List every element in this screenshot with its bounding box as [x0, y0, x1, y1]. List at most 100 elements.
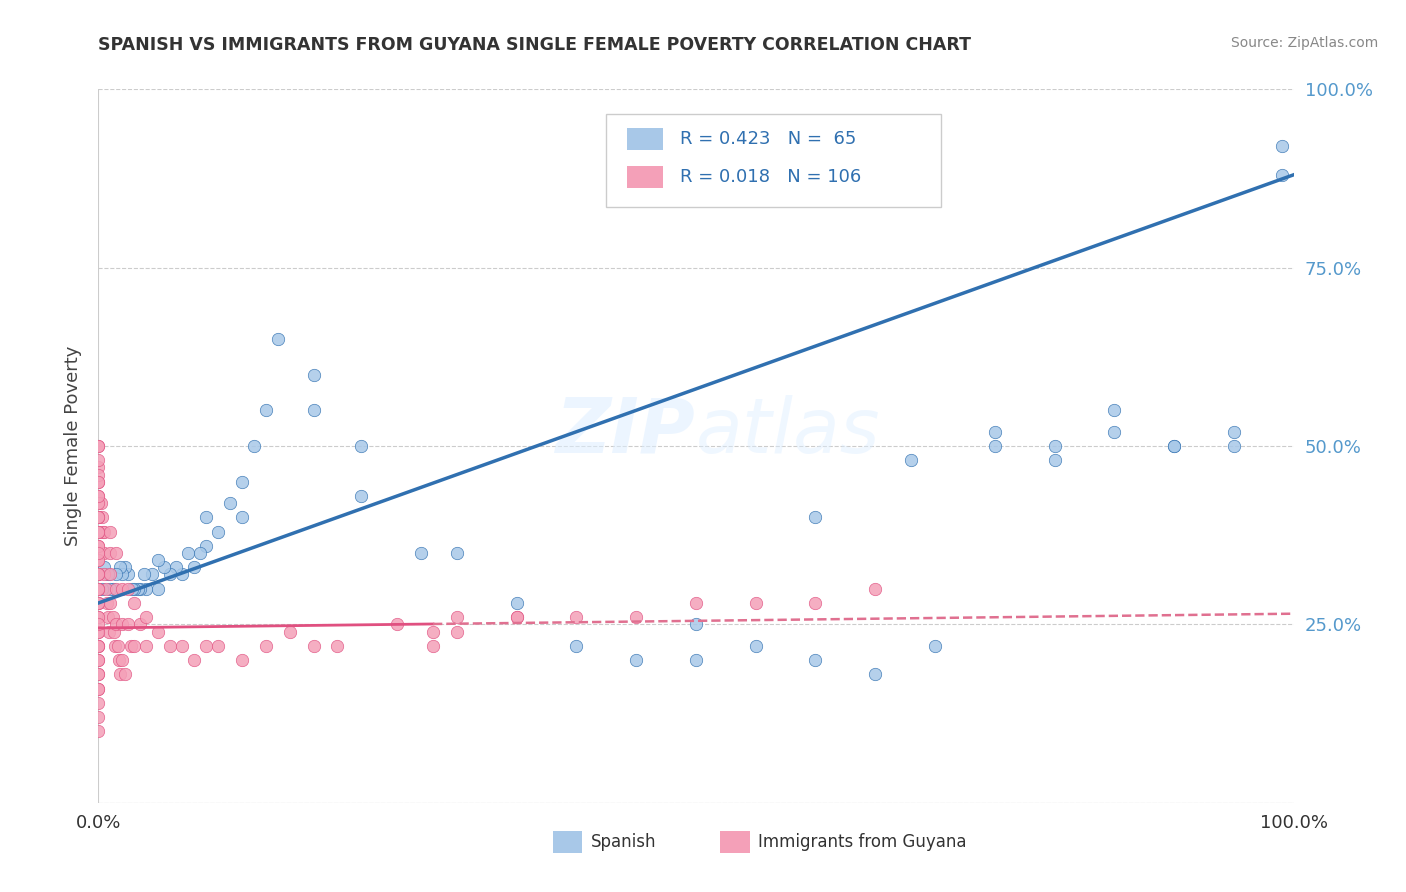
- Point: [900, 453, 922, 467]
- Point: [685, 653, 707, 667]
- Point: [984, 439, 1007, 453]
- Point: [127, 582, 149, 596]
- Point: [87, 539, 110, 553]
- Point: [141, 567, 163, 582]
- Point: [254, 639, 277, 653]
- Point: [87, 582, 110, 596]
- Point: [87, 582, 110, 596]
- Point: [87, 439, 110, 453]
- Point: [91, 510, 114, 524]
- Point: [105, 567, 128, 582]
- Point: [302, 639, 325, 653]
- Point: [135, 610, 157, 624]
- Point: [87, 596, 110, 610]
- Point: [97, 567, 120, 582]
- Point: [804, 510, 827, 524]
- Point: [87, 510, 110, 524]
- Point: [87, 624, 110, 639]
- Point: [506, 610, 529, 624]
- FancyBboxPatch shape: [720, 831, 749, 853]
- Point: [94, 582, 117, 596]
- Point: [87, 567, 110, 582]
- Point: [87, 539, 110, 553]
- Point: [111, 653, 134, 667]
- Point: [87, 610, 110, 624]
- Point: [278, 624, 301, 639]
- Point: [506, 610, 529, 624]
- Point: [565, 610, 588, 624]
- Point: [87, 639, 110, 653]
- Point: [87, 710, 110, 724]
- Point: [685, 596, 707, 610]
- Point: [984, 425, 1007, 439]
- Text: R = 0.423   N =  65: R = 0.423 N = 65: [681, 130, 856, 148]
- FancyBboxPatch shape: [606, 114, 941, 207]
- Point: [107, 639, 129, 653]
- Point: [87, 510, 110, 524]
- Point: [103, 624, 125, 639]
- Point: [924, 639, 946, 653]
- Point: [87, 624, 110, 639]
- Text: Source: ZipAtlas.com: Source: ZipAtlas.com: [1230, 36, 1378, 50]
- Point: [111, 617, 134, 632]
- Point: [91, 582, 114, 596]
- Point: [104, 639, 127, 653]
- Point: [87, 653, 110, 667]
- Point: [111, 582, 134, 596]
- Point: [87, 524, 110, 539]
- Point: [90, 496, 112, 510]
- Point: [87, 489, 110, 503]
- Point: [105, 617, 128, 632]
- Point: [1043, 439, 1066, 453]
- Point: [231, 653, 253, 667]
- Point: [1222, 425, 1246, 439]
- Point: [153, 560, 176, 574]
- Point: [565, 639, 588, 653]
- Point: [745, 596, 768, 610]
- Point: [446, 624, 468, 639]
- Point: [87, 639, 110, 653]
- Point: [87, 610, 110, 624]
- Point: [87, 510, 110, 524]
- Point: [350, 439, 373, 453]
- Point: [87, 439, 110, 453]
- Point: [804, 596, 827, 610]
- Point: [87, 553, 110, 567]
- FancyBboxPatch shape: [553, 831, 582, 853]
- Point: [87, 524, 110, 539]
- Point: [93, 524, 115, 539]
- Point: [87, 639, 110, 653]
- Point: [121, 582, 143, 596]
- Point: [207, 524, 229, 539]
- Point: [254, 403, 277, 417]
- Text: ZIP: ZIP: [557, 395, 696, 468]
- Point: [87, 667, 110, 681]
- Point: [87, 460, 110, 475]
- Point: [93, 567, 115, 582]
- Point: [107, 653, 129, 667]
- Point: [172, 567, 194, 582]
- Point: [219, 496, 242, 510]
- Point: [87, 524, 110, 539]
- Point: [863, 667, 887, 681]
- Point: [87, 467, 110, 482]
- Point: [96, 596, 118, 610]
- Point: [87, 582, 110, 596]
- Point: [148, 624, 170, 639]
- Point: [302, 403, 325, 417]
- Point: [93, 546, 115, 560]
- Point: [87, 681, 110, 696]
- Point: [626, 653, 648, 667]
- Point: [93, 560, 115, 574]
- Point: [506, 596, 529, 610]
- Point: [114, 667, 136, 681]
- Point: [1043, 453, 1066, 467]
- Point: [1271, 139, 1294, 153]
- Text: R = 0.018   N = 106: R = 0.018 N = 106: [681, 168, 862, 186]
- Point: [124, 596, 146, 610]
- Point: [183, 653, 205, 667]
- Point: [148, 553, 170, 567]
- Point: [165, 560, 187, 574]
- Point: [172, 639, 194, 653]
- Point: [87, 475, 110, 489]
